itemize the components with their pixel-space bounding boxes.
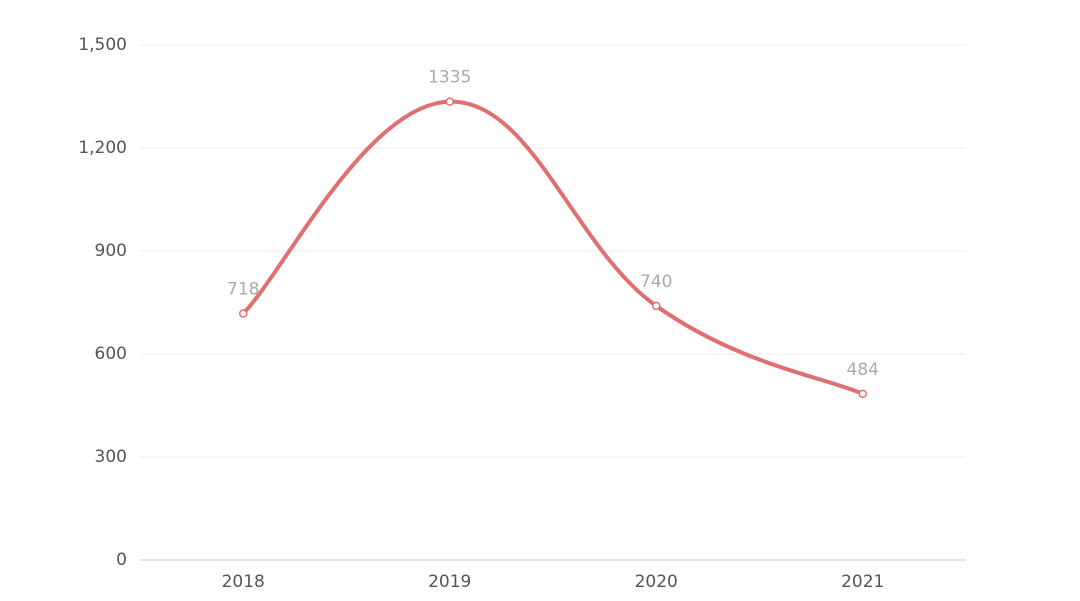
x-tick-label: 2019 bbox=[428, 572, 471, 592]
point bbox=[445, 97, 454, 106]
point bbox=[858, 389, 867, 399]
data-label: 718 bbox=[227, 279, 259, 299]
point bbox=[239, 309, 248, 318]
y-tick-label: 300 bbox=[95, 447, 127, 467]
data-label: 740 bbox=[640, 272, 672, 292]
y-tick-label: 0 bbox=[116, 550, 127, 570]
data-label: 484 bbox=[847, 360, 879, 380]
point bbox=[652, 301, 661, 311]
x-tick-label: 2020 bbox=[635, 572, 678, 592]
line bbox=[241, 99, 865, 396]
x-tick-label: 2018 bbox=[222, 572, 265, 592]
y-tick-label: 600 bbox=[95, 344, 127, 364]
x-tick-label: 2021 bbox=[841, 572, 884, 592]
data-label: 1335 bbox=[428, 68, 471, 88]
y-tick-label: 900 bbox=[95, 241, 127, 261]
y-tick-label: 1,500 bbox=[78, 35, 127, 55]
y-tick-label: 1,200 bbox=[78, 138, 127, 158]
